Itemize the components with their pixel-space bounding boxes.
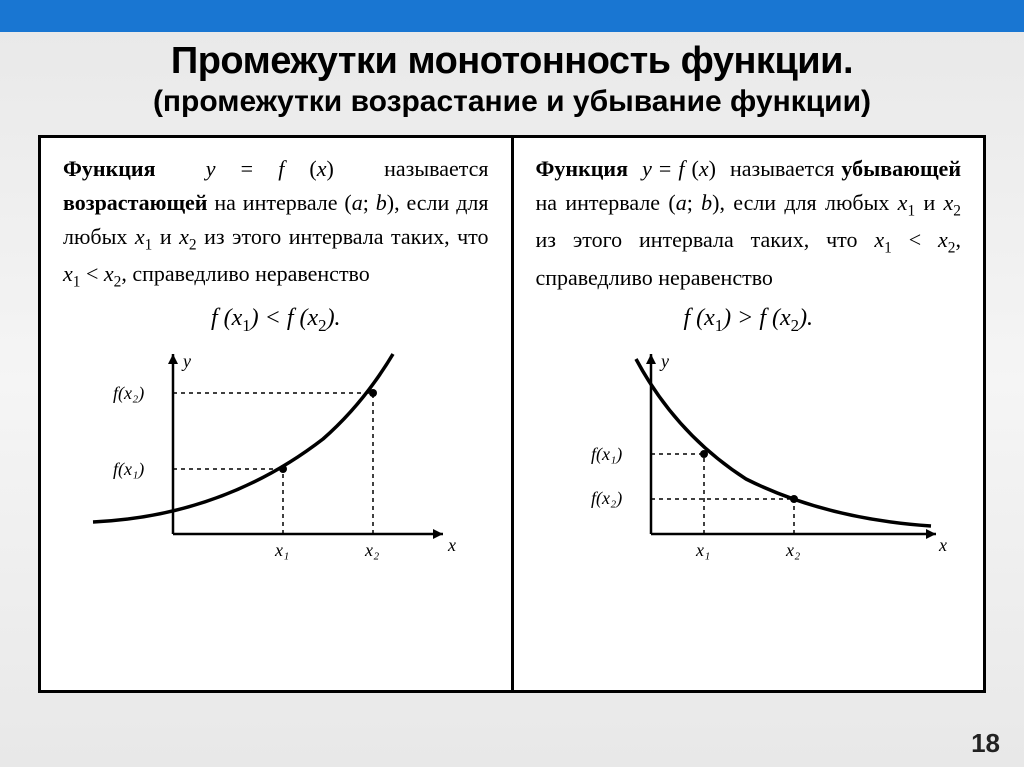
increasing-definition: Функция y = f (x) называется возрастающе… — [63, 152, 489, 295]
increasing-inequality: f (x1) < f (x2). — [63, 305, 489, 336]
axes — [646, 354, 936, 539]
sub-title: (промежутки возрастание и убывание функц… — [20, 85, 1004, 119]
guides — [651, 454, 794, 534]
fx2-label: f(x₂) — [591, 488, 622, 509]
increasing-graph: y x f(x₂) f(x₁) x₁ x₂ — [63, 344, 489, 579]
curve — [93, 354, 393, 522]
fx1-label: f(x₁) — [113, 459, 144, 480]
fx1-label: f(x₁) — [591, 444, 622, 465]
top-bar — [0, 0, 1024, 32]
decreasing-inequality: f (x1) > f (x2). — [536, 305, 962, 336]
x-axis-label: x — [447, 535, 456, 555]
x1-label: x₁ — [695, 540, 710, 560]
point-x1 — [279, 465, 287, 473]
y-axis-label: y — [659, 351, 669, 371]
decreasing-graph: y x f(x₁) f(x₂) x₁ x₂ — [536, 344, 962, 579]
title-block: Промежутки монотонность функции. (промеж… — [0, 32, 1024, 125]
decreasing-panel: Функция y = f (x) называется убывающей н… — [514, 138, 984, 690]
decreasing-definition: Функция y = f (x) называется убывающей н… — [536, 152, 962, 295]
increasing-panel: Функция y = f (x) называется возрастающе… — [41, 138, 514, 690]
fx2-label: f(x₂) — [113, 383, 144, 404]
curve — [636, 359, 931, 526]
axes — [168, 354, 443, 539]
point-x2 — [790, 495, 798, 503]
page-number: 18 — [971, 728, 1000, 759]
main-title: Промежутки монотонность функции. — [20, 40, 1004, 83]
x-axis-label: x — [938, 535, 947, 555]
y-axis-label: y — [181, 351, 191, 371]
point-x1 — [700, 450, 708, 458]
x2-label: x₂ — [364, 540, 379, 560]
point-x2 — [369, 389, 377, 397]
increasing-graph-svg: y x f(x₂) f(x₁) x₁ x₂ — [63, 344, 483, 579]
definition-panels: Функция y = f (x) называется возрастающе… — [38, 135, 986, 693]
x2-label: x₂ — [785, 540, 800, 560]
decreasing-graph-svg: y x f(x₁) f(x₂) x₁ x₂ — [536, 344, 966, 579]
guides — [173, 393, 373, 534]
x1-label: x₁ — [274, 540, 289, 560]
